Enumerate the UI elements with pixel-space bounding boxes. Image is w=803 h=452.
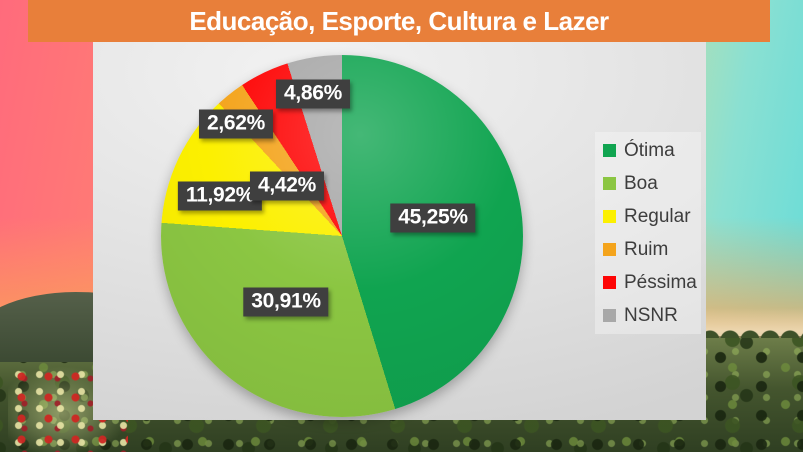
page-title: Educação, Esporte, Cultura e Lazer [189, 5, 609, 36]
legend-color-swatch [603, 210, 616, 223]
legend-item: Boa [603, 167, 701, 200]
legend-label: Ótima [624, 140, 675, 161]
legend-color-swatch [603, 144, 616, 157]
legend-label: Ruim [624, 239, 669, 260]
chart-legend: Ótima Boa Regular Ruim Péssima NSNR [595, 132, 701, 334]
legend-color-swatch [603, 177, 616, 190]
legend-item: Péssima [603, 266, 701, 299]
title-bar-background [28, 0, 770, 42]
legend-label: Regular [624, 206, 691, 227]
legend-color-swatch [603, 276, 616, 289]
legend-item: Ótima [603, 134, 701, 167]
legend-color-swatch [603, 243, 616, 256]
legend-label: Boa [624, 173, 658, 194]
pie-chart [161, 55, 523, 417]
legend-item: Ruim [603, 233, 701, 266]
legend-color-swatch [603, 309, 616, 322]
legend-item: Regular [603, 200, 701, 233]
title-bar: Educação, Esporte, Cultura e Lazer [28, 0, 770, 42]
legend-label: Péssima [624, 272, 697, 293]
chart-area: 45,25% 30,91% 11,92% 2,62% 4,42% 4,86% Ótima … [93, 42, 706, 420]
legend-label: NSNR [624, 305, 678, 326]
legend-item: NSNR [603, 299, 701, 332]
